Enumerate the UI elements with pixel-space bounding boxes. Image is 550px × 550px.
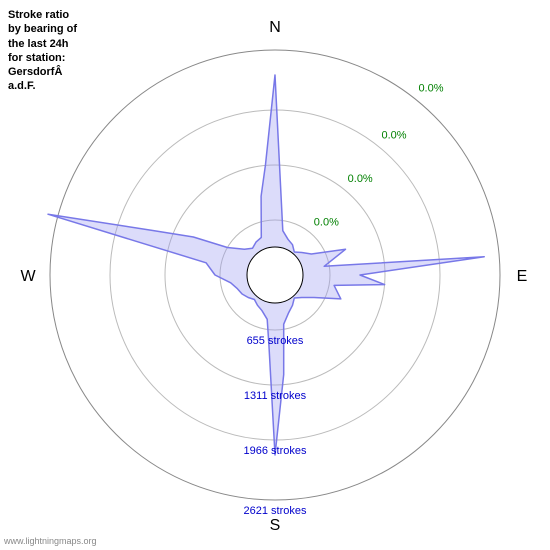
compass-w: W [20, 268, 36, 285]
center-hub [247, 247, 303, 303]
compass-s: S [270, 517, 281, 534]
ring-stroke-label: 655 strokes [247, 335, 304, 347]
ring-pct-label: 0.0% [348, 173, 373, 185]
ring-stroke-label: 2621 strokes [244, 505, 307, 517]
ring-pct-label: 0.0% [418, 82, 443, 94]
chart-footer: www.lightningmaps.org [4, 536, 97, 546]
compass-e: E [517, 268, 528, 285]
ring-pct-label: 0.0% [382, 130, 407, 142]
chart-title: Stroke ratio by bearing of the last 24h … [8, 8, 77, 94]
ring-stroke-label: 1311 strokes [244, 390, 307, 402]
ring-pct-label: 0.0% [314, 216, 339, 228]
ring-stroke-label: 1966 strokes [244, 445, 307, 457]
polar-chart: 655 strokes 1311 strokes 1966 strokes 2621 … [0, 0, 550, 550]
compass-n: N [269, 19, 281, 36]
